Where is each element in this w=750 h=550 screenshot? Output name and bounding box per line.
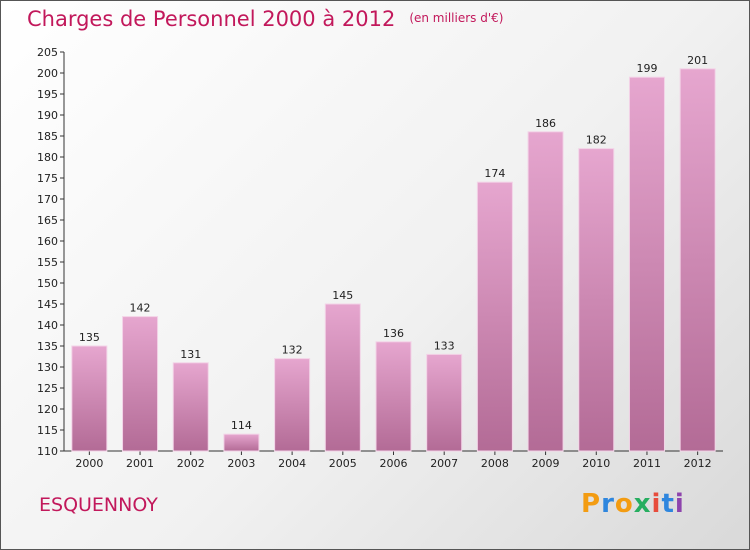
y-tick-label: 140 — [37, 319, 58, 332]
bar-2008 — [476, 181, 513, 452]
y-tick-label: 130 — [37, 361, 58, 374]
x-tick-label-2001: 2001 — [126, 457, 154, 470]
y-tick-label: 165 — [37, 214, 58, 227]
y-tick-label: 195 — [37, 88, 58, 101]
logo-letter: i — [674, 489, 685, 519]
bar-2007 — [426, 353, 463, 452]
y-tick-label: 175 — [37, 172, 58, 185]
axes: 110 115 120 125 130 135 140 145 150 155 160 165 170 1… — [37, 46, 723, 470]
x-tick-label-2007: 2007 — [430, 457, 458, 470]
logo-letter: x — [633, 489, 652, 519]
y-tick-label: 200 — [37, 67, 58, 80]
data-label-2000: 135 — [79, 331, 100, 344]
y-tick-label: 180 — [37, 151, 58, 164]
x-tick-label-2002: 2002 — [177, 457, 205, 470]
bar-2010 — [578, 148, 615, 452]
y-tick-label: 125 — [37, 382, 58, 395]
data-label-2010: 182 — [586, 134, 607, 147]
bar-2003 — [223, 433, 260, 452]
bar-2012 — [679, 68, 716, 452]
logo-letter: P — [581, 489, 602, 519]
bar-2000 — [71, 345, 108, 452]
data-label-2002: 131 — [180, 348, 201, 361]
y-tick-label: 155 — [37, 256, 58, 269]
y-tick-label: 160 — [37, 235, 58, 248]
y-tick-label: 190 — [37, 109, 58, 122]
x-tick-label-2003: 2003 — [227, 457, 255, 470]
y-tick-label: 205 — [37, 46, 58, 59]
data-label-2003: 114 — [231, 419, 252, 432]
bar-2001 — [122, 316, 159, 452]
proxiti-logo: Proxiti — [581, 489, 685, 519]
bar-2011 — [628, 76, 665, 452]
data-label-2001: 142 — [130, 302, 151, 315]
y-tick-label: 150 — [37, 277, 58, 290]
y-tick-label: 170 — [37, 193, 58, 206]
x-tick-label-2011: 2011 — [633, 457, 661, 470]
bar-2002 — [172, 362, 209, 452]
y-tick-label: 135 — [37, 340, 58, 353]
bar-2004 — [274, 358, 311, 452]
x-tick-label-2009: 2009 — [532, 457, 560, 470]
bar-2009 — [527, 131, 564, 452]
logo-letter: t — [661, 489, 675, 519]
x-tick-label-2005: 2005 — [329, 457, 357, 470]
data-label-2011: 199 — [636, 62, 657, 75]
chart-title: Charges de Personnel 2000 à 2012 (en mill… — [27, 7, 503, 31]
x-tick-label-2012: 2012 — [684, 457, 712, 470]
x-tick-label-2010: 2010 — [582, 457, 610, 470]
data-labels: 135 142 131 114 132 145 136 133 174 186 182 199 201 — [79, 54, 708, 432]
logo-letter: r — [601, 489, 615, 519]
x-tick-label-2000: 2000 — [75, 457, 103, 470]
y-tick-label: 145 — [37, 298, 58, 311]
bars — [71, 68, 716, 452]
data-label-2009: 186 — [535, 117, 556, 130]
y-tick-label: 185 — [37, 130, 58, 143]
x-tick-label-2006: 2006 — [380, 457, 408, 470]
logo-letter: o — [614, 489, 634, 519]
y-tick-label: 115 — [37, 424, 58, 437]
y-tick-label: 120 — [37, 403, 58, 416]
logo-letter: i — [651, 489, 662, 519]
data-label-2005: 145 — [332, 289, 353, 302]
data-label-2004: 132 — [282, 344, 303, 357]
x-tick-label-2004: 2004 — [278, 457, 306, 470]
bar-2005 — [324, 303, 361, 452]
data-label-2008: 174 — [484, 167, 505, 180]
data-label-2007: 133 — [434, 339, 455, 352]
y-tick-label: 110 — [37, 445, 58, 458]
chart-title-text: Charges de Personnel 2000 à 2012 — [27, 7, 396, 31]
data-label-2012: 201 — [687, 54, 708, 67]
commune-name: ESQUENNOY — [39, 494, 158, 516]
bar-2006 — [375, 341, 412, 452]
chart-subtitle: (en milliers d'€) — [409, 11, 504, 25]
x-tick-label-2008: 2008 — [481, 457, 509, 470]
data-label-2006: 136 — [383, 327, 404, 340]
